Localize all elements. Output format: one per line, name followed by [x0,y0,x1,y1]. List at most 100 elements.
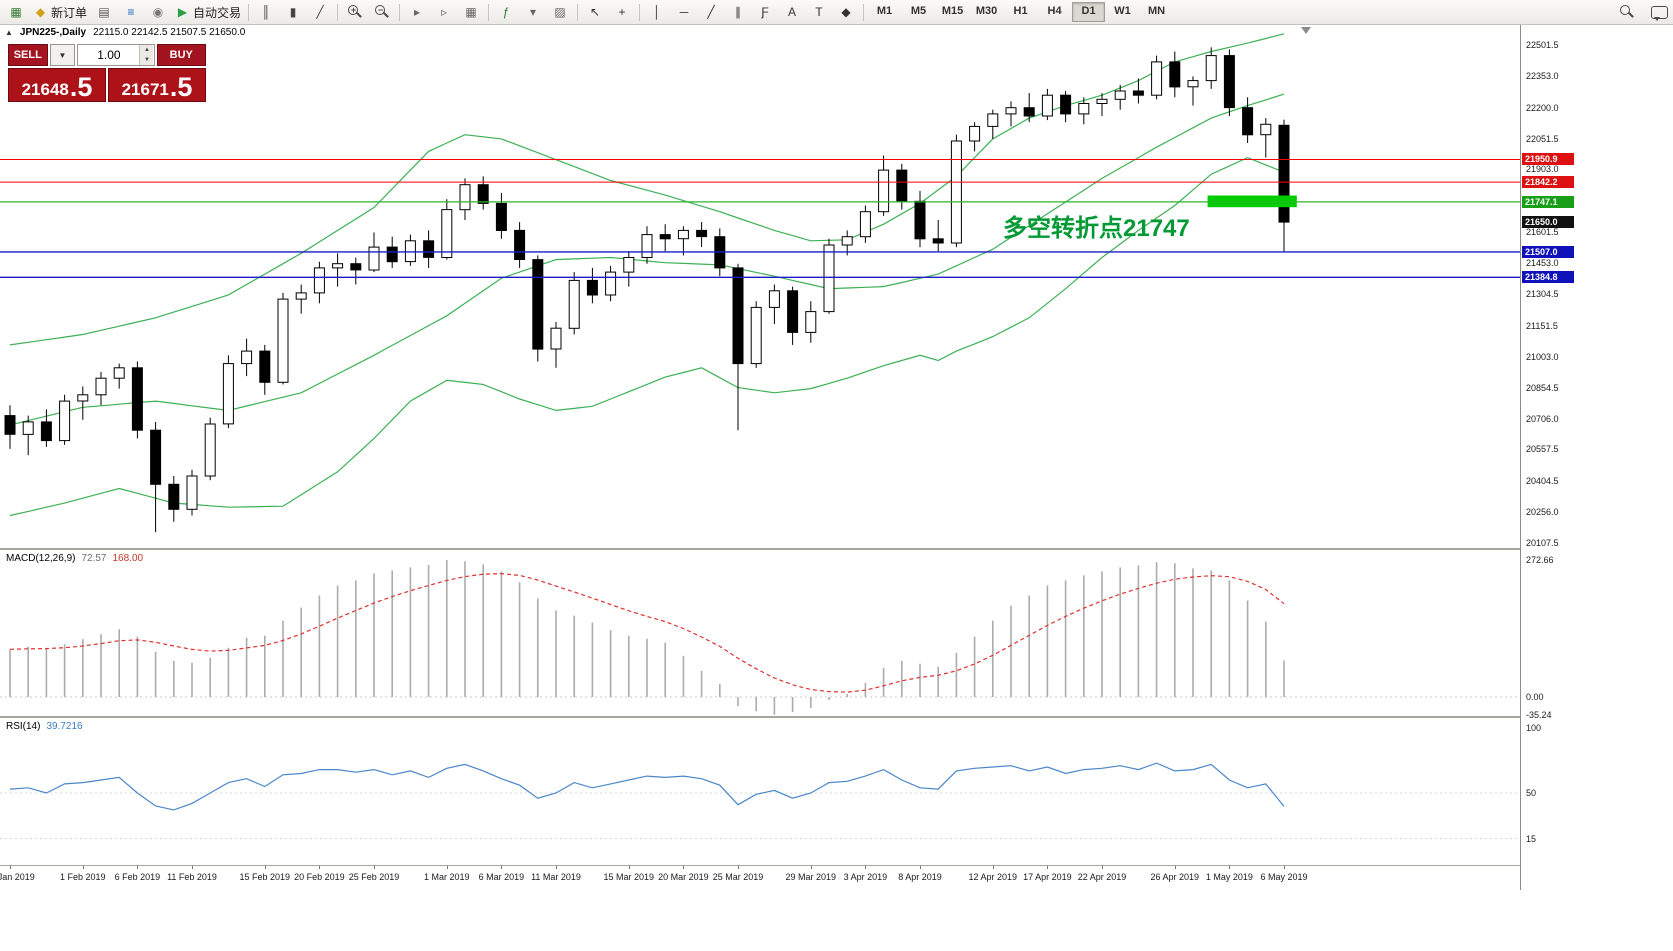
auto-trading-icon: ▶ [177,5,188,19]
buy-price-main: 21671 [121,80,169,99]
date-label: 20 Mar 2019 [658,872,709,882]
charts-profile-button[interactable]: ▤ [91,1,117,23]
new-order-icon: ◆ [35,5,46,19]
price-badge: 21384.8 [1522,271,1574,284]
indicators-dropdown-icon: ▾ [530,5,537,19]
price-badge: 21747.1 [1522,195,1574,208]
indicators-button[interactable]: ƒ [493,1,519,23]
price-axis-label: 21003.0 [1526,351,1559,362]
sell-button[interactable]: SELL [8,44,48,66]
buy-button[interactable]: BUY [156,44,206,66]
timeframe-w1-button[interactable]: W1 [1114,5,1131,17]
date-tick [1174,866,1176,869]
horizontal-lines[interactable] [0,159,1520,279]
macd-axis-label: -35.24 [1526,709,1552,720]
date-label: 17 Apr 2019 [1023,872,1072,882]
text-label-button[interactable]: A [779,1,805,23]
price-axis-label: 21453.0 [1526,258,1559,269]
shapes-menu-button[interactable]: ◆ [833,1,859,23]
rsi-panel[interactable] [0,719,1520,865]
volume-decrease-button[interactable]: ▼ [140,55,154,65]
price-axis-label: 21304.5 [1526,289,1559,299]
auto-trading-button[interactable]: ▶ 自动交易 [172,1,244,23]
templates-button[interactable]: ▨ [547,1,573,23]
main-chart-panel[interactable]: 多空转折点21747 [0,24,1520,548]
chat-button[interactable] [1646,1,1672,23]
navigator-button[interactable]: ◉ [145,1,171,23]
timeframe-mn-button[interactable]: MN [1147,5,1166,17]
date-label: 29 Mar 2019 [785,872,837,882]
search-icon [1620,5,1634,19]
volume-input[interactable] [78,45,140,65]
date-tick [374,866,375,869]
sell-price-display[interactable]: 21648.5 [8,68,106,102]
price-axis[interactable]: 22501.5 22353.0 22200.0 22051.5 21903.0 21601… [1520,24,1673,890]
date-tick [920,866,921,869]
horizontal-line-button[interactable]: ─ [671,1,697,23]
date-label: 1 Mar 2019 [424,872,470,882]
fibonacci-icon: Ƒ [761,5,769,19]
search-button[interactable] [1614,1,1640,23]
date-tick [992,866,994,869]
date-label: 6 Mar 2019 [478,872,525,882]
date-label: 20 Feb 2019 [294,872,345,882]
toolbar: ▦ ◆ 新订单 ▤ ≡ ◉ ▶ 自动交易 ║ ▮ ╱ + − ▸ ▹ ▦ ƒ ▾ ▨ ↖ + │ ─ ╱ ∥ Ƒ A T ◆ M1 M5 M… [0,0,1673,25]
cursor-button[interactable]: ↖ [582,1,608,23]
panel-divider[interactable] [0,716,1673,718]
volume-increase-button[interactable]: ▲ [140,45,154,55]
grid-button[interactable]: ▦ [458,1,484,23]
toolbar-right-group [1614,1,1673,23]
panel-divider[interactable] [0,548,1673,550]
buy-price-display[interactable]: 21671.5 [108,68,206,102]
order-options-dropdown[interactable]: ▼ [49,44,76,66]
vertical-line-button[interactable]: │ [644,1,670,23]
fibonacci-button[interactable]: Ƒ [752,1,778,23]
chart-shift-icon: ▹ [441,5,448,19]
navigator-icon: ◉ [152,5,164,19]
arrows-menu-button[interactable]: T [806,1,832,23]
date-tick [628,866,630,869]
timeframe-m30-button[interactable]: M30 [975,5,998,17]
vertical-line-icon: │ [653,5,661,19]
date-tick [556,866,557,869]
date-label: 15 Feb 2019 [239,872,291,882]
timeframe-m5-button[interactable]: M5 [910,5,927,17]
price-badge: 21842.2 [1522,176,1574,189]
timeframe-h4-button[interactable]: H4 [1047,5,1062,17]
macd-panel[interactable] [0,551,1520,716]
new-chart-button[interactable]: ▦ [3,1,29,23]
toolbar-separator [639,3,641,21]
candles-group [4,47,1290,533]
templates-icon: ▨ [554,5,566,19]
collapse-arrow-icon[interactable]: ▲ [5,28,13,37]
indicators-dropdown-button[interactable]: ▾ [520,1,546,23]
sell-price-main: 21648 [21,80,69,99]
trendline-button[interactable]: ╱ [698,1,724,23]
toolbar-separator [488,3,490,21]
price-badge: 21507.0 [1522,245,1574,258]
timeframe-d1-button[interactable]: D1 [1072,2,1106,22]
date-tick [810,866,812,869]
annotation-text[interactable]: 多空转折点21747 [1003,214,1190,242]
date-axis[interactable]: 28 Jan 2019 1 Feb 2019 6 Feb 2019 11 Feb 20… [0,866,1520,891]
zoom-out-button[interactable]: − [369,1,395,23]
auto-scroll-icon: ▸ [414,5,421,19]
market-watch-button[interactable]: ≡ [118,1,144,23]
shift-marker-icon[interactable] [1301,27,1311,34]
timeframe-h1-button[interactable]: H1 [1013,5,1028,17]
equidistant-channel-button[interactable]: ∥ [725,1,751,23]
candlestick-mode-button[interactable]: ▮ [280,1,306,23]
date-tick [192,866,193,869]
zoom-in-button[interactable]: + [342,1,368,23]
crosshair-button[interactable]: + [609,1,635,23]
date-label: 25 Mar 2019 [712,872,764,882]
line-chart-mode-button[interactable]: ╱ [307,1,333,23]
chart-shift-button[interactable]: ▹ [431,1,457,23]
timeframe-m15-button[interactable]: M15 [941,5,964,17]
market-watch-icon: ≡ [127,5,135,19]
timeframe-m1-button[interactable]: M1 [876,5,893,17]
new-order-button[interactable]: ◆ 新订单 [30,1,90,23]
bar-chart-mode-button[interactable]: ║ [253,1,279,23]
auto-scroll-button[interactable]: ▸ [404,1,430,23]
macd-name: MACD(12,26,9) [6,553,76,564]
